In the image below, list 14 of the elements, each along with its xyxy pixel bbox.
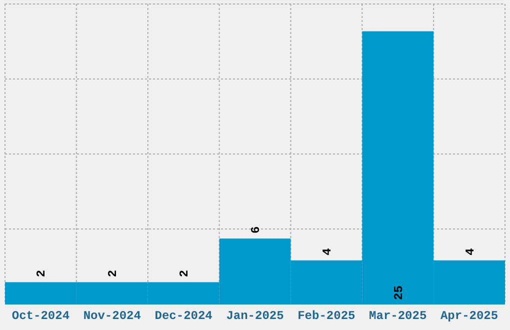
x-tick-label: Mar-2025 — [369, 309, 427, 323]
x-tick-label: Apr-2025 — [440, 309, 498, 323]
data-label: 6 — [249, 226, 263, 234]
data-label: 4 — [320, 248, 334, 256]
x-tick-label: Jan-2025 — [226, 309, 284, 323]
x-tick-label: Feb-2025 — [298, 309, 356, 323]
data-label: 2 — [178, 270, 192, 278]
data-label: 4 — [463, 248, 478, 256]
x-tick-label: Oct-2024 — [12, 309, 70, 323]
data-label: 2 — [106, 270, 120, 278]
data-label: 25 — [392, 286, 406, 300]
x-tick-label: Nov-2024 — [83, 309, 141, 323]
x-tick-label: Dec-2024 — [154, 309, 212, 323]
data-label: 2 — [34, 270, 49, 278]
